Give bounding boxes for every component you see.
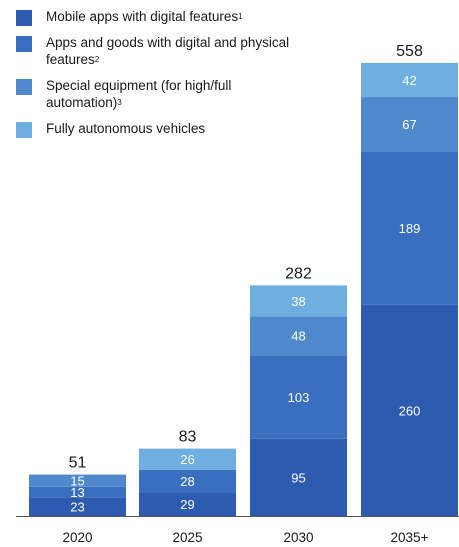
- segment-value-label: 103: [288, 390, 310, 405]
- bar-segment-mobile-apps-with-digital-features: [139, 492, 236, 516]
- x-tick-label: 2020: [62, 530, 92, 545]
- footnote-marker: 2: [94, 55, 100, 64]
- segment-value-label: 13: [70, 485, 84, 500]
- legend-item-special-equipment: Special equipment (for high/full automat…: [10, 77, 310, 111]
- footnote-marker: 3: [117, 98, 122, 107]
- segment-value-label: 28: [180, 474, 194, 489]
- legend: Mobile apps with digital features1 Apps …: [10, 8, 310, 138]
- legend-swatch: [16, 36, 32, 52]
- x-tick-label: 2035+: [391, 530, 429, 545]
- legend-label: Mobile apps with digital features: [46, 9, 239, 24]
- bar-segment-apps-and-goods-with-digital-and-physical-features: [29, 486, 126, 498]
- bar-segment-apps-and-goods-with-digital-and-physical-features: [250, 355, 347, 439]
- segment-value-label: 48: [291, 329, 305, 344]
- bar-segment-special-equipment-for-high-full-automation: [361, 97, 458, 152]
- legend-label: Fully autonomous vehicles: [46, 121, 206, 136]
- bar-segment-special-equipment-for-high-full-automation: [250, 316, 347, 356]
- bar-segment-apps-and-goods-with-digital-and-physical-features: [361, 151, 458, 305]
- segment-value-label: 260: [399, 403, 421, 418]
- segment-value-label: 26: [180, 452, 194, 467]
- segment-value-label: 95: [291, 470, 305, 485]
- legend-swatch: [16, 122, 32, 138]
- bar-segment-fully-autonomous-vehicles: [139, 448, 236, 470]
- bar-segment-fully-autonomous-vehicles: [250, 285, 347, 317]
- segment-value-label: 23: [70, 500, 84, 515]
- legend-swatch: [16, 79, 32, 95]
- bar-segment-mobile-apps-with-digital-features: [361, 304, 458, 516]
- x-tick-label: 2030: [283, 530, 313, 545]
- legend-item-apps-and-goods: Apps and goods with digital and physical…: [10, 34, 310, 68]
- legend-label: Apps and goods with digital and physical…: [46, 35, 290, 67]
- x-tick-label: 2025: [172, 530, 202, 545]
- segment-value-label: 29: [180, 497, 194, 512]
- legend-swatch: [16, 10, 32, 26]
- bar-segment-special-equipment-for-high-full-automation: [29, 474, 126, 487]
- bar-total-label: 558: [396, 43, 423, 60]
- bar-total-label: 83: [179, 429, 197, 446]
- bar-total-label: 282: [285, 265, 312, 282]
- legend-item-mobile-apps: Mobile apps with digital features1: [10, 8, 310, 26]
- legend-label: Special equipment (for high/full automat…: [46, 78, 232, 110]
- bar-segment-apps-and-goods-with-digital-and-physical-features: [139, 469, 236, 493]
- footnote-marker: 1: [238, 12, 243, 21]
- bar-segment-mobile-apps-with-digital-features: [250, 438, 347, 516]
- segment-value-label: 67: [402, 117, 416, 132]
- segment-value-label: 38: [291, 294, 305, 309]
- segment-value-label: 42: [402, 73, 416, 88]
- bar-segment-fully-autonomous-vehicles: [361, 62, 458, 98]
- bar-segment-mobile-apps-with-digital-features: [29, 497, 126, 516]
- segment-value-label: 15: [70, 474, 84, 489]
- bar-total-label: 51: [69, 455, 87, 472]
- segment-value-label: 189: [399, 221, 421, 236]
- legend-item-autonomous-vehicles: Fully autonomous vehicles: [10, 120, 310, 138]
